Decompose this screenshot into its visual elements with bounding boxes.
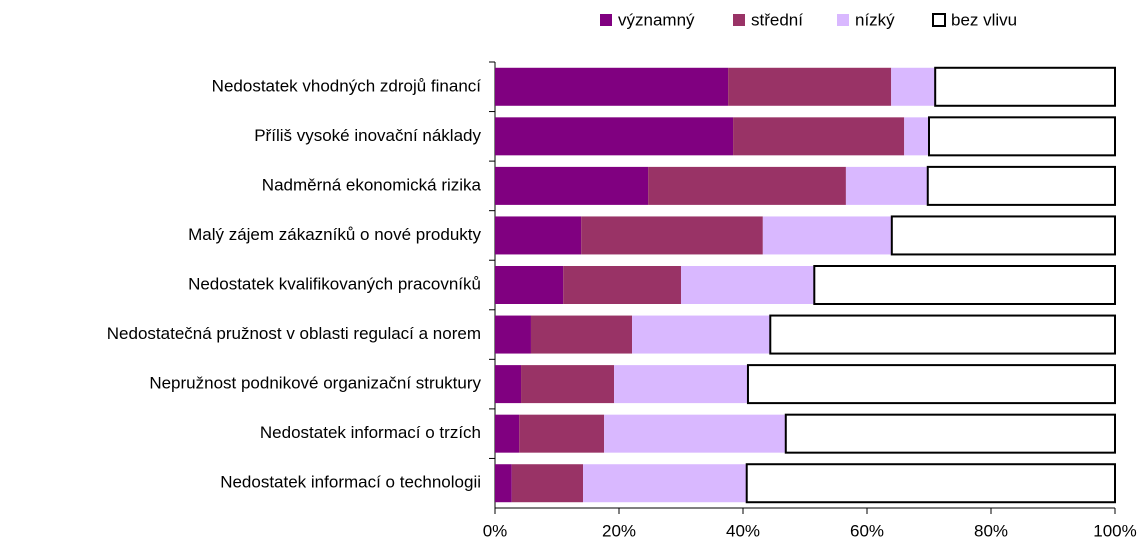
legend-swatch [837,14,849,26]
bar-segment [891,67,936,106]
y-tick-label: Nedostatečná pružnost v oblasti regulací… [107,324,481,343]
y-tick-label: Nedostatek vhodných zdrojů financí [212,76,482,95]
bar-segment [845,166,928,205]
legend-label: bez vlivu [951,10,1017,29]
bar-segment [495,315,531,354]
legend-label: střední [751,10,803,29]
bar-segment [769,314,1117,355]
x-tick-label: 100% [1093,521,1136,540]
bar-segment [495,464,512,503]
bar-segment [495,216,582,255]
bar-segment [926,165,1117,206]
x-tick-label: 20% [602,521,636,540]
bar-segment [904,117,929,156]
bar-segment [495,67,729,106]
x-tick-label: 80% [974,521,1008,540]
bar-segment [495,365,522,404]
y-tick-label: Nedostatek informací o trzích [260,423,481,442]
bar-segment [681,266,815,304]
bar-segment [495,266,564,304]
x-tick-label: 0% [483,521,508,540]
bar-segment [813,265,1116,305]
bar-segment [746,364,1117,405]
legend-swatch [932,13,946,27]
bar-segment [521,365,615,404]
y-tick-label: Nedostatek kvalifikovaných pracovníků [188,274,481,293]
y-tick-label: Nadměrná ekonomická rizika [262,175,482,194]
bar-segment [495,166,649,205]
bar-segment [632,315,771,354]
bar-segment [495,414,520,453]
bar-segment [511,464,584,503]
legend-swatch [600,14,612,26]
x-tick-label: 60% [850,521,884,540]
x-tick-label: 40% [726,521,760,540]
bar-segment [733,117,905,156]
y-tick-label: Nepružnost podnikové organizační struktu… [149,374,481,393]
legend-label: významný [618,10,695,29]
legend-swatch [733,14,745,26]
bar-segment [581,216,763,255]
bar-segment [519,414,605,453]
bar-segment [495,117,734,156]
bar-segment [530,315,633,354]
legend-label: nízký [855,10,895,29]
bar-segment [614,365,748,404]
bar-segment [583,464,747,503]
bar-segment [604,414,786,453]
y-tick-label: Malý zájem zákazníků o nové produkty [188,225,481,244]
bar-segment [762,216,892,255]
bar-segment [648,166,846,205]
y-tick-label: Příliš vysoké inovační náklady [254,126,481,145]
y-tick-label: Nedostatek informací o technologii [220,473,481,492]
bar-segment [563,266,681,304]
bar-segment [784,413,1117,454]
bar-segment [928,116,1116,157]
bar-segment [745,463,1116,504]
bar-segment [728,67,892,106]
bar-segment [890,215,1116,256]
bar-segment [934,66,1117,107]
